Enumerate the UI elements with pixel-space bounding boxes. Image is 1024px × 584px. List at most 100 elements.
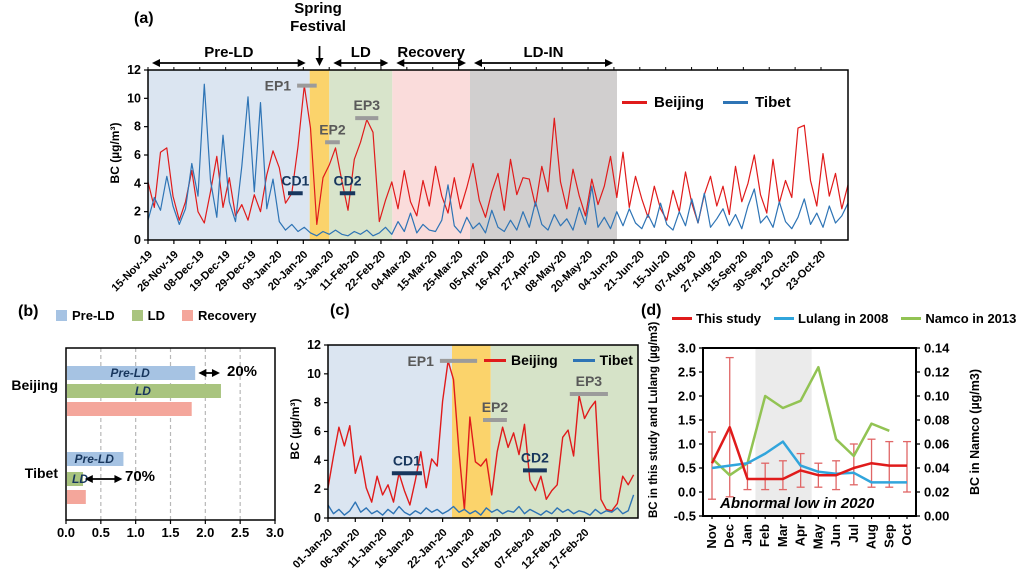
- annotation-20pct: 20%: [227, 363, 258, 380]
- svg-text:Mar: Mar: [775, 524, 790, 547]
- svg-text:2: 2: [134, 205, 141, 219]
- svg-text:Pre-LD: Pre-LD: [75, 452, 115, 466]
- svg-text:1.5: 1.5: [678, 413, 696, 428]
- panel-b-label: (b): [18, 303, 39, 320]
- svg-text:EP2: EP2: [319, 121, 346, 137]
- svg-text:Jun: Jun: [828, 524, 843, 547]
- svg-text:1.5: 1.5: [161, 525, 179, 540]
- svg-text:0.06: 0.06: [924, 437, 949, 452]
- panel-c-legend: Beijing Tibet: [484, 352, 633, 368]
- svg-text:0.0: 0.0: [678, 485, 696, 500]
- panel-c-ylabel: BC (µg/m³): [288, 398, 302, 460]
- svg-text:CD1: CD1: [393, 452, 421, 468]
- svg-text:-0.5: -0.5: [674, 509, 696, 524]
- ld-swatch: [131, 310, 143, 321]
- spring-festival-label: Spring Festival: [290, 0, 346, 35]
- svg-text:Sep: Sep: [881, 524, 896, 548]
- svg-text:12: 12: [307, 338, 321, 352]
- panel-a-ylabel: BC (µg/m³): [108, 122, 122, 184]
- svg-text:12: 12: [127, 63, 141, 77]
- svg-text:4: 4: [134, 176, 141, 190]
- svg-text:0.5: 0.5: [678, 461, 696, 476]
- svg-text:EP2: EP2: [482, 399, 509, 415]
- svg-text:LD: LD: [135, 384, 151, 398]
- svg-text:Jan: Jan: [739, 524, 754, 546]
- svg-text:LD: LD: [351, 44, 371, 61]
- svg-text:Jul: Jul: [846, 524, 861, 543]
- recovery-swatch: [181, 310, 193, 321]
- panel-d-left-ylabel: BC in this study and Lulang (µg/m3): [648, 321, 660, 518]
- beijing-line-swatch: [484, 358, 506, 362]
- legend-label-tibet: Tibet: [755, 94, 791, 111]
- category-label-tibet: Tibet: [24, 465, 58, 481]
- category-label-beijing: Beijing: [11, 377, 58, 393]
- svg-text:Recovery: Recovery: [397, 44, 465, 61]
- svg-text:EP1: EP1: [407, 353, 434, 369]
- svg-text:2.0: 2.0: [196, 525, 214, 540]
- panel-d-legend: This study Lulang in 2008 Namco in 2013: [672, 311, 1016, 326]
- svg-text:2.5: 2.5: [231, 525, 249, 540]
- svg-text:0: 0: [134, 233, 141, 247]
- svg-text:0.04: 0.04: [924, 461, 950, 476]
- svg-text:CD1: CD1: [281, 172, 309, 188]
- panel-a-label: (a): [134, 10, 154, 27]
- panel-b-legend: Pre-LD LD Recovery: [56, 308, 257, 323]
- svg-text:0.02: 0.02: [924, 485, 949, 500]
- svg-text:Feb: Feb: [757, 524, 772, 547]
- legend-label-namco: Namco in 2013: [925, 311, 1017, 326]
- beijing-line-swatch: [622, 101, 647, 104]
- svg-text:1.0: 1.0: [127, 525, 145, 540]
- svg-text:0.00: 0.00: [924, 509, 949, 524]
- legend-label-lulang: Lulang in 2008: [798, 311, 889, 326]
- svg-text:EP3: EP3: [576, 373, 603, 389]
- svg-text:10: 10: [127, 91, 141, 105]
- tibet-line-swatch: [723, 101, 749, 104]
- panel-c-label: (c): [330, 302, 350, 319]
- svg-text:0.08: 0.08: [924, 413, 949, 428]
- svg-text:3.0: 3.0: [266, 525, 284, 540]
- svg-text:6: 6: [134, 148, 141, 162]
- svg-text:CD2: CD2: [333, 172, 361, 188]
- svg-text:EP1: EP1: [265, 78, 292, 94]
- legend-label-ld: LD: [147, 308, 165, 323]
- panel-d-label: (d): [641, 302, 662, 319]
- svg-text:Aug: Aug: [864, 524, 879, 549]
- lulang-line-swatch: [774, 317, 795, 320]
- pre-ld-swatch: [56, 310, 67, 321]
- svg-text:Pre-LD: Pre-LD: [110, 366, 150, 380]
- svg-text:Oct: Oct: [899, 523, 914, 545]
- svg-text:8: 8: [314, 396, 321, 410]
- svg-text:0.10: 0.10: [924, 389, 949, 404]
- svg-text:1.0: 1.0: [678, 437, 696, 452]
- svg-text:0.12: 0.12: [924, 365, 949, 380]
- svg-text:LD: LD: [72, 472, 88, 486]
- svg-text:CD2: CD2: [521, 449, 549, 465]
- svg-text:LD-IN: LD-IN: [524, 44, 564, 61]
- namco-line-swatch: [901, 317, 922, 320]
- svg-text:Pre-LD: Pre-LD: [204, 44, 253, 61]
- annotation-70pct: 70%: [125, 468, 156, 485]
- legend-label-recovery: Recovery: [197, 308, 257, 323]
- tibet-line-swatch: [572, 358, 595, 362]
- svg-text:EP3: EP3: [354, 97, 381, 113]
- svg-text:10: 10: [307, 367, 321, 381]
- this-study-line-swatch: [672, 317, 692, 320]
- svg-text:0.5: 0.5: [92, 525, 110, 540]
- svg-text:0.0: 0.0: [57, 525, 75, 540]
- legend-label-this-study: This study: [696, 311, 762, 326]
- legend-label-beijing: Beijing: [654, 94, 705, 111]
- svg-text:0: 0: [314, 511, 321, 525]
- legend-label-beijing: Beijing: [511, 352, 558, 368]
- svg-text:Nov: Nov: [704, 523, 719, 548]
- legend-label-pre-ld: Pre-LD: [72, 308, 115, 323]
- svg-text:2.5: 2.5: [678, 365, 696, 380]
- svg-text:6: 6: [314, 425, 321, 439]
- svg-text:Apr: Apr: [793, 524, 808, 546]
- panel-a-legend: Beijing Tibet: [622, 94, 791, 111]
- annotation-abnormal-low: Abnormal low in 2020: [720, 495, 875, 512]
- panel-d-right-ylabel: BC in Namco (µg/m3): [968, 369, 982, 495]
- svg-text:Dec: Dec: [722, 524, 737, 548]
- legend-label-tibet: Tibet: [599, 352, 633, 368]
